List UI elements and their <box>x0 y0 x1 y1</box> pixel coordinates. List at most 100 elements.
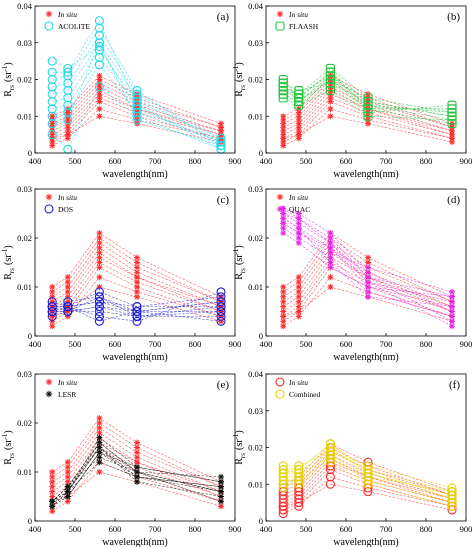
x-tick-label: 800 <box>420 524 433 534</box>
marker-stroke <box>46 194 52 200</box>
legend-marker <box>44 21 54 31</box>
marker-stroke <box>327 240 333 246</box>
data-point <box>64 488 71 495</box>
data-point <box>325 85 335 96</box>
data-point <box>295 284 302 290</box>
data-point <box>325 442 335 453</box>
data-point <box>278 498 288 508</box>
marker-stroke <box>365 255 371 261</box>
data-point <box>294 461 304 471</box>
data-point <box>325 446 335 456</box>
data-point <box>363 461 373 471</box>
series-line <box>283 90 453 132</box>
data-point <box>447 501 457 511</box>
marker-stroke <box>280 318 286 324</box>
legend-marker <box>275 377 285 387</box>
series-line <box>283 213 453 302</box>
data-point <box>47 130 57 140</box>
x-tick-label: 500 <box>69 524 82 534</box>
plot-frame <box>34 373 236 522</box>
marker-stroke <box>218 128 224 134</box>
marker-stroke <box>96 459 102 465</box>
data-point <box>132 311 142 321</box>
marker-stroke <box>49 489 55 495</box>
data-point <box>363 468 373 478</box>
marker-stroke <box>449 299 455 305</box>
data-point <box>63 71 73 81</box>
marker-stroke <box>49 469 55 475</box>
data-point <box>94 16 104 26</box>
x-tick-label: 800 <box>420 156 433 166</box>
data-point <box>325 67 335 77</box>
data-point <box>327 113 334 120</box>
marker-stroke <box>449 294 455 300</box>
data-point <box>64 464 71 471</box>
series-line <box>283 227 453 317</box>
y-label-sup: -1 <box>1 248 9 254</box>
x-axis-label: wavelength(nm) <box>333 352 399 363</box>
data-point <box>447 494 457 504</box>
marker-stroke <box>96 99 102 105</box>
y-axis-label: Rrs (sr-1) <box>1 62 16 96</box>
legend-marker <box>275 21 285 31</box>
x-tick-label: 900 <box>229 524 242 534</box>
y-tick-label: 0.01 <box>248 282 263 292</box>
y-label-close: ) <box>3 62 14 65</box>
data-point <box>278 483 288 493</box>
y-tick-label: 0.03 <box>248 184 263 194</box>
x-axis-label: wavelength(nm) <box>333 537 399 547</box>
y-label-close: ) <box>3 245 14 248</box>
data-point <box>63 108 73 118</box>
marker-stroke <box>327 245 333 251</box>
legend-label: In situ <box>57 10 77 19</box>
data-point <box>447 104 457 114</box>
data-point <box>363 487 373 497</box>
data-point <box>295 131 302 138</box>
marker-stroke <box>96 84 102 90</box>
marker-stroke <box>134 264 140 270</box>
marker-stroke <box>49 289 55 295</box>
marker-stroke <box>365 274 371 280</box>
data-point <box>216 316 226 326</box>
data-point <box>449 323 455 330</box>
data-point <box>63 78 73 88</box>
marker-stroke <box>96 264 102 270</box>
x-axis-label: wavelength(nm) <box>102 537 168 547</box>
data-point <box>280 230 287 237</box>
series-line <box>283 97 453 139</box>
data-point <box>327 274 334 281</box>
data-point <box>94 82 104 92</box>
x-tick-label: 600 <box>340 156 353 166</box>
marker-stroke <box>296 135 302 141</box>
series-line <box>52 101 222 143</box>
marker-stroke <box>218 493 224 500</box>
data-point <box>278 509 288 519</box>
marker-stroke <box>280 210 286 217</box>
y-label-unit: (sr <box>234 439 245 450</box>
marker-stroke <box>65 128 71 134</box>
marker-stroke <box>96 106 102 112</box>
data-point <box>216 137 226 147</box>
marker-stroke <box>449 304 455 310</box>
x-tick-label: 900 <box>229 339 242 349</box>
y-label-sub: rs <box>8 85 16 90</box>
data-point <box>278 464 288 475</box>
x-axis-label: wavelength(nm) <box>102 169 168 180</box>
data-point <box>47 111 57 121</box>
data-point <box>132 306 142 317</box>
x-tick-label: 900 <box>460 524 473 534</box>
series-line <box>283 93 453 135</box>
data-point <box>295 288 302 295</box>
series-line <box>52 20 222 150</box>
y-tick-label: 0.03 <box>248 38 263 48</box>
data-point <box>63 302 73 312</box>
data-point <box>278 461 288 471</box>
marker-stroke <box>277 11 283 17</box>
data-point <box>63 85 73 96</box>
marker-stroke <box>96 420 102 426</box>
data-point <box>47 119 57 129</box>
chart-panel: 400 500 600 700 800 900 0 0.01 0.02 0.03 wavelengt… <box>1 369 241 547</box>
data-point <box>132 104 142 114</box>
data-point <box>94 287 104 297</box>
series-line <box>52 447 222 507</box>
